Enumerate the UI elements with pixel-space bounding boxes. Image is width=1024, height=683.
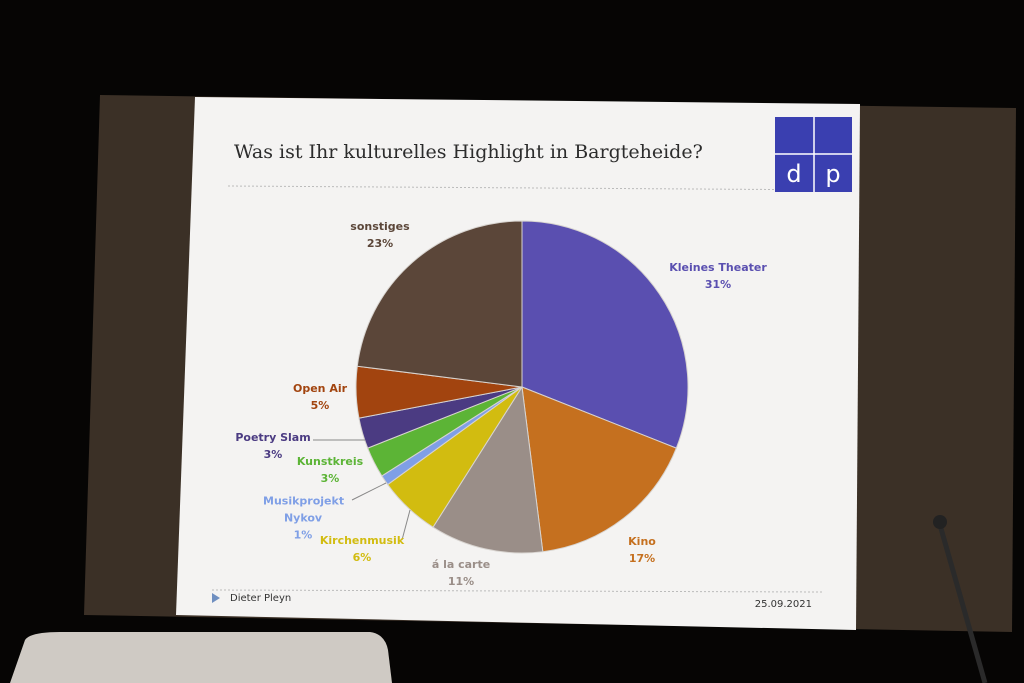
value-label: 11% (447, 575, 475, 588)
logo-letter: d (786, 160, 801, 188)
footer-author: Dieter Pleyn (230, 593, 291, 604)
divider (211, 589, 823, 593)
value-label: 1% (293, 528, 313, 542)
slice-label: Kino 17% (628, 533, 656, 567)
pie-slice (432, 385, 544, 554)
category-label: Kunstkreis (296, 454, 364, 468)
projector (10, 632, 392, 683)
category-label: sonstiges (350, 219, 410, 233)
value-label: 6% (352, 551, 372, 564)
category-label: á la carte (431, 557, 491, 571)
divider (227, 185, 853, 191)
slice-label: Kleines Theater 31% (669, 259, 767, 293)
value-label: 3% (263, 448, 283, 461)
slice-label: Kirchenmusik 6% (320, 532, 404, 566)
pie-slice (356, 220, 523, 388)
category-label: Musikprojekt Nykov (263, 494, 345, 525)
leader-line (401, 509, 411, 541)
mic-stand (937, 524, 988, 683)
category-label: Open Air (292, 381, 348, 395)
leader-line (351, 482, 387, 501)
pie-slice (521, 220, 689, 449)
slice-label: sonstiges 23% (350, 218, 409, 252)
value-label: 31% (704, 278, 732, 291)
slice-label: Kunstkreis 3% (297, 453, 363, 487)
slice-label: á la carte 11% (432, 556, 490, 590)
mic (933, 515, 947, 529)
value-label: 5% (310, 399, 330, 412)
slide-title: Was ist Ihr kulturelles Highlight in Bar… (234, 141, 703, 163)
category-label: Kirchenmusik (319, 533, 405, 547)
footer-date: 25.09.2021 (755, 599, 812, 610)
logo-letter: p (825, 160, 840, 188)
category-label: Kleines Theater (669, 260, 767, 274)
pie (355, 220, 689, 554)
value-label: 23% (366, 237, 394, 250)
slice-label: Musikprojekt Nykov 1% (263, 492, 345, 543)
slice-label: Poetry Slam 3% (235, 429, 310, 463)
category-label: Poetry Slam (235, 430, 311, 444)
slice-label: Open Air 5% (293, 380, 347, 414)
bullet (212, 593, 220, 603)
pie-slice (521, 386, 677, 553)
value-label: 17% (628, 552, 656, 565)
value-label: 3% (320, 472, 340, 485)
category-label: Kino (628, 534, 656, 548)
